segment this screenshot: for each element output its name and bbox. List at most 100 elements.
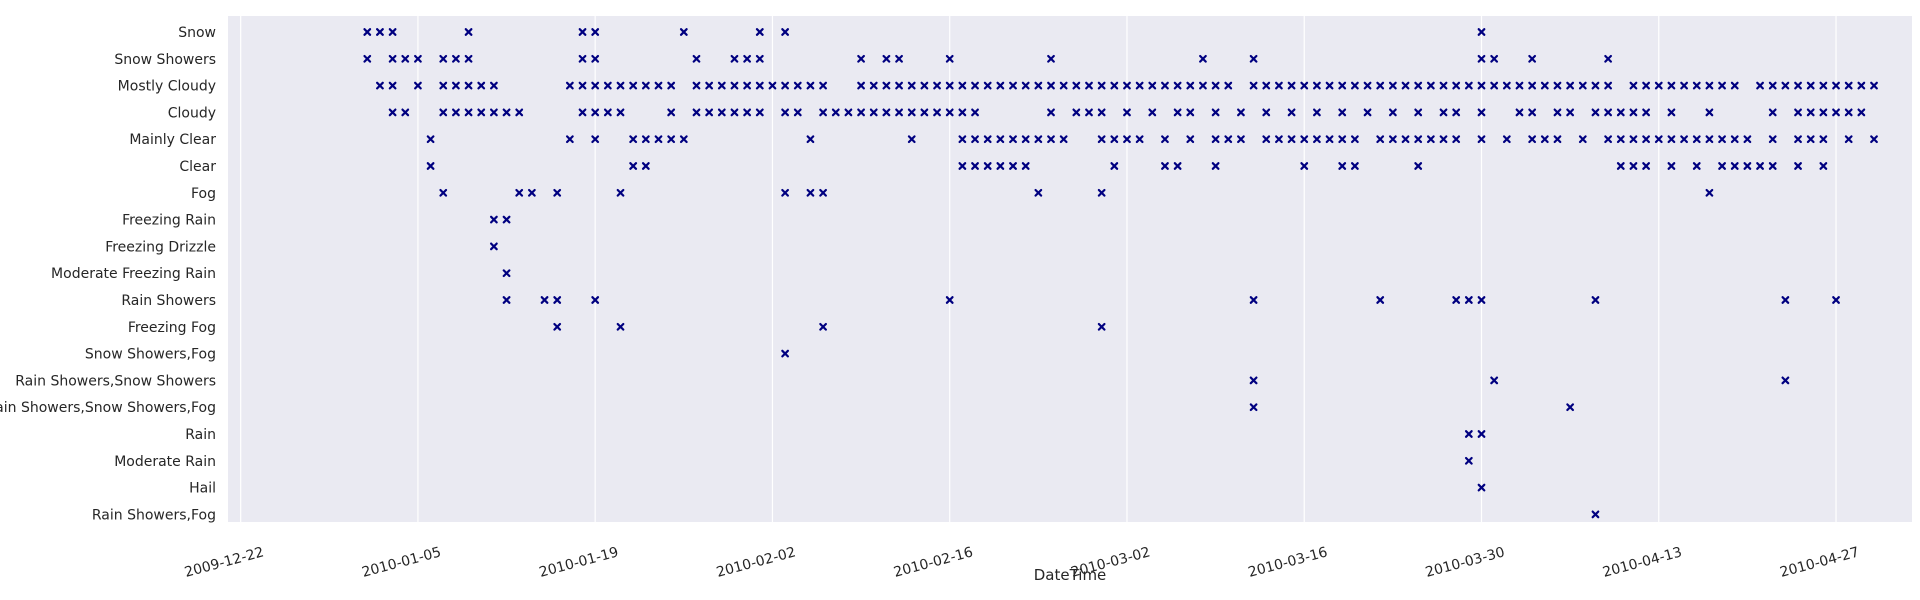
data-point [1604,54,1613,63]
data-point [1464,296,1473,304]
y-tick-label: Fog [191,186,216,202]
data-point [869,81,878,90]
data-point [1528,108,1537,117]
data-point [515,188,524,197]
data-point [1832,81,1840,90]
data-point [654,81,663,90]
data-point [1794,108,1802,117]
data-point [705,81,714,90]
data-point [439,54,448,63]
data-point [414,54,422,63]
data-point [1819,135,1828,144]
data-point [1414,135,1423,144]
data-point [1186,81,1195,90]
y-tick-label: Rain Showers,Snow Showers,Fog [0,400,216,416]
data-point [1642,162,1651,170]
data-point [907,135,916,144]
data-point [1743,135,1752,144]
data-point [388,54,397,63]
data-point [1350,135,1359,144]
data-point [1110,81,1119,90]
data-point [1072,108,1081,117]
data-point [1249,403,1258,412]
data-point [641,135,650,144]
data-point [629,81,638,90]
data-point [1528,135,1537,144]
data-point [1072,81,1081,90]
data-point [1857,108,1866,117]
data-point [1794,162,1802,170]
data-point [1768,135,1777,144]
data-point [629,162,638,170]
data-point [591,135,600,144]
data-point [730,54,739,63]
y-tick-labels: Snow Snow Showers Mostly Cloudy Cloudy Mainl… [0,25,216,523]
data-point [1249,54,1258,63]
data-point [1135,135,1144,144]
data-point [1502,81,1511,90]
data-point [603,108,612,117]
data-point [768,81,777,90]
x-tick-label: 2010-03-16 [1247,544,1330,581]
data-point [844,108,853,117]
data-point [692,81,701,90]
data-point [553,188,562,197]
data-point [1047,108,1055,117]
x-tick-label: 2010-02-02 [715,544,798,581]
data-point [1667,81,1676,90]
data-point [1781,376,1790,385]
data-point [1047,135,1055,144]
data-point [1730,81,1739,90]
data-point [945,296,954,304]
data-point [477,81,486,90]
data-point [1376,135,1385,144]
data-point [882,54,891,63]
data-point [1477,135,1486,144]
data-point [1148,81,1157,90]
data-point [781,349,790,358]
data-point [1009,162,1017,170]
data-point [1376,296,1385,304]
y-tick-label: Freezing Fog [128,320,216,336]
y-tick-label: Snow Showers [114,52,216,68]
data-point [1464,456,1473,465]
data-point [958,81,967,90]
data-point [1692,81,1701,90]
data-point [1781,81,1790,90]
data-point [1009,81,1017,90]
x-tick-label: 2010-01-19 [537,544,620,581]
y-tick-label: Freezing Rain [122,213,216,229]
data-point [1110,135,1119,144]
data-point [781,28,790,36]
data-point [781,108,790,117]
data-point [616,81,625,90]
data-point [1021,81,1030,90]
x-tick-label: 2010-04-27 [1778,544,1861,581]
data-point [971,81,979,90]
data-point [1464,81,1473,90]
data-point [1528,81,1537,90]
data-point [616,322,625,331]
data-point [1490,376,1499,385]
data-point [907,81,916,90]
data-point [819,188,827,197]
data-point [1566,108,1575,117]
data-point [591,54,600,63]
data-point [831,108,840,117]
data-point [1654,81,1663,90]
data-point [1604,108,1613,117]
data-point [793,108,802,117]
data-point [1705,135,1714,144]
data-point [781,81,790,90]
data-point [1313,135,1321,144]
data-point [1794,81,1802,90]
data-point [452,81,460,90]
data-point [1515,81,1524,90]
data-point [1249,296,1258,304]
data-point [1173,81,1182,90]
data-point [743,81,752,90]
data-point [1616,135,1625,144]
data-point [907,108,916,117]
data-point [945,81,954,90]
data-point [1692,135,1701,144]
